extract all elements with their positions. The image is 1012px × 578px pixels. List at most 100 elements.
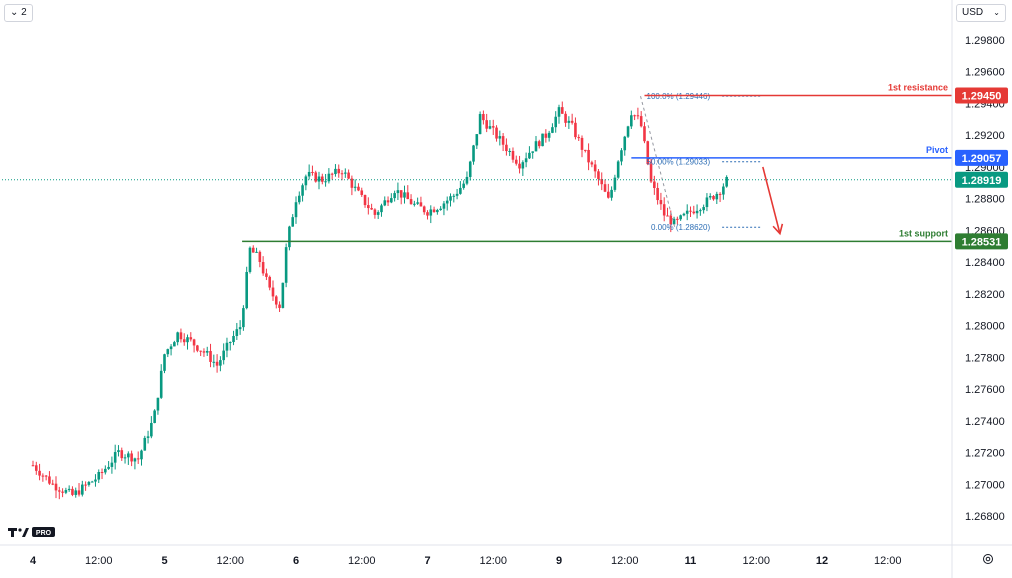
candle (390, 193, 393, 204)
time-tick-label: 9 (556, 555, 562, 567)
candle (370, 203, 373, 210)
fib-trend-line (640, 96, 676, 228)
candle (524, 152, 528, 168)
candle (304, 174, 308, 191)
time-tick-label: 12:00 (85, 555, 113, 567)
candle (541, 133, 544, 147)
candle (528, 146, 531, 160)
candle (248, 246, 252, 274)
candle (179, 328, 183, 343)
candle (603, 179, 607, 193)
candle (225, 337, 229, 358)
candle (110, 456, 114, 474)
candle (202, 348, 206, 357)
candle (708, 193, 712, 200)
candle (327, 168, 331, 184)
time-tick-label: 12:00 (742, 555, 770, 567)
price-tick-label: 1.27000 (965, 479, 1005, 491)
candle (442, 200, 446, 216)
candle (278, 301, 281, 312)
candle (360, 187, 364, 197)
candle (90, 480, 94, 483)
candle (189, 332, 193, 342)
candle (268, 275, 271, 291)
candle (334, 164, 337, 177)
candle (347, 169, 350, 180)
fib-level-label: 50.00% (1.29033) (647, 158, 711, 167)
candle (593, 160, 597, 178)
candle (413, 200, 416, 207)
collapse-indicators-button[interactable]: ⌄ 2 (4, 4, 33, 22)
price-axis[interactable]: 1.298001.296001.294001.292001.290001.288… (951, 0, 1005, 578)
candle (485, 113, 488, 133)
candle (560, 101, 564, 114)
candle (123, 454, 127, 464)
settings-icon[interactable] (982, 553, 994, 565)
time-tick-label: 12:00 (348, 555, 376, 567)
candle (64, 487, 68, 495)
candle (271, 280, 275, 301)
time-axis[interactable]: 4 12:00 5 12:00 6 12:00 7 12:00 9 12:00 11 12:00 12 1… (0, 544, 1012, 567)
candle (127, 451, 130, 465)
candle (140, 449, 143, 466)
time-tick-label: 7 (424, 555, 430, 567)
candle (383, 196, 387, 207)
level-caption: Pivot (926, 145, 948, 155)
candle (436, 208, 439, 215)
candle (291, 214, 295, 227)
candle (419, 196, 423, 207)
candle (143, 435, 147, 451)
candle (48, 471, 51, 485)
candle (307, 164, 311, 180)
candle (432, 206, 436, 213)
candlestick-series (31, 101, 728, 500)
candle (376, 210, 380, 220)
candle (649, 158, 653, 184)
candle (521, 160, 525, 177)
candle (330, 172, 334, 180)
currency-label: USD (962, 7, 984, 18)
candle (455, 188, 459, 200)
level-caption: 1st resistance (888, 83, 948, 93)
candle (113, 444, 117, 470)
candle (54, 476, 58, 499)
candle (422, 205, 426, 215)
candle (498, 130, 502, 146)
candle (186, 334, 189, 350)
candle (258, 250, 262, 268)
candle (350, 175, 354, 196)
candle (301, 183, 304, 202)
price-tag: 1.29450 (955, 87, 1008, 104)
candle (324, 173, 327, 187)
candle (317, 171, 321, 190)
candle (31, 460, 35, 467)
candle (567, 116, 571, 129)
candle (465, 171, 469, 186)
current-price-tag: 1.28919 (955, 171, 1008, 188)
candle (445, 196, 449, 211)
candle (718, 192, 722, 203)
candle (639, 111, 643, 128)
arrow-shaft (762, 166, 781, 234)
candle (238, 320, 242, 335)
candle (672, 216, 676, 225)
candle (495, 125, 498, 142)
svg-text:1.29057: 1.29057 (962, 153, 1002, 165)
time-tick-label: 11 (685, 555, 697, 567)
candle (173, 340, 176, 347)
candle (357, 183, 360, 192)
price-tags: 1.29450 1.29057 1.28531 1.28919 (955, 87, 1008, 250)
candle (261, 256, 265, 276)
currency-selector[interactable]: USD ⌄ (956, 4, 1006, 22)
price-tick-label: 1.29600 (965, 67, 1005, 79)
candle (41, 473, 45, 482)
candle (511, 147, 515, 163)
candle (564, 111, 567, 127)
candle (468, 160, 472, 181)
candle (712, 195, 715, 201)
candle (166, 348, 170, 358)
candle (472, 144, 475, 165)
candle (150, 416, 153, 439)
candle (570, 113, 574, 125)
